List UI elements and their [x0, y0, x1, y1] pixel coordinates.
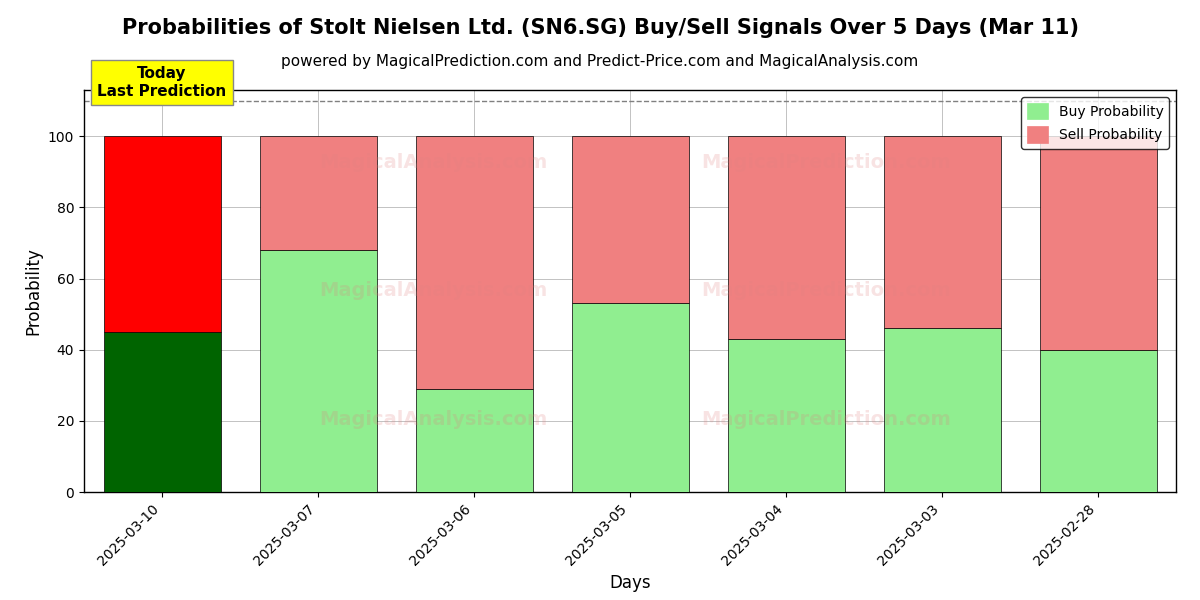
Y-axis label: Probability: Probability [24, 247, 42, 335]
Bar [883, 136, 1001, 328]
Text: MagicalPrediction.com: MagicalPrediction.com [702, 281, 952, 301]
X-axis label: Days: Days [610, 574, 650, 592]
Bar [103, 136, 221, 332]
Text: MagicalPrediction.com: MagicalPrediction.com [702, 153, 952, 172]
Bar [103, 332, 221, 492]
Bar [571, 136, 689, 304]
Text: powered by MagicalPrediction.com and Predict-Price.com and MagicalAnalysis.com: powered by MagicalPrediction.com and Pre… [281, 54, 919, 69]
Bar [571, 304, 689, 492]
Text: MagicalAnalysis.com: MagicalAnalysis.com [319, 153, 547, 172]
Bar [727, 339, 845, 492]
Bar [727, 136, 845, 339]
Text: MagicalAnalysis.com: MagicalAnalysis.com [319, 410, 547, 429]
Text: Probabilities of Stolt Nielsen Ltd. (SN6.SG) Buy/Sell Signals Over 5 Days (Mar 1: Probabilities of Stolt Nielsen Ltd. (SN6… [121, 18, 1079, 38]
Text: MagicalAnalysis.com: MagicalAnalysis.com [319, 281, 547, 301]
Bar [883, 328, 1001, 492]
Bar [259, 250, 377, 492]
Bar [259, 136, 377, 250]
Text: Today
Last Prediction: Today Last Prediction [97, 67, 227, 99]
Bar [415, 389, 533, 492]
Legend: Buy Probability, Sell Probability: Buy Probability, Sell Probability [1021, 97, 1169, 149]
Bar [415, 136, 533, 389]
Bar [1039, 350, 1157, 492]
Bar [1039, 136, 1157, 350]
Text: MagicalPrediction.com: MagicalPrediction.com [702, 410, 952, 429]
